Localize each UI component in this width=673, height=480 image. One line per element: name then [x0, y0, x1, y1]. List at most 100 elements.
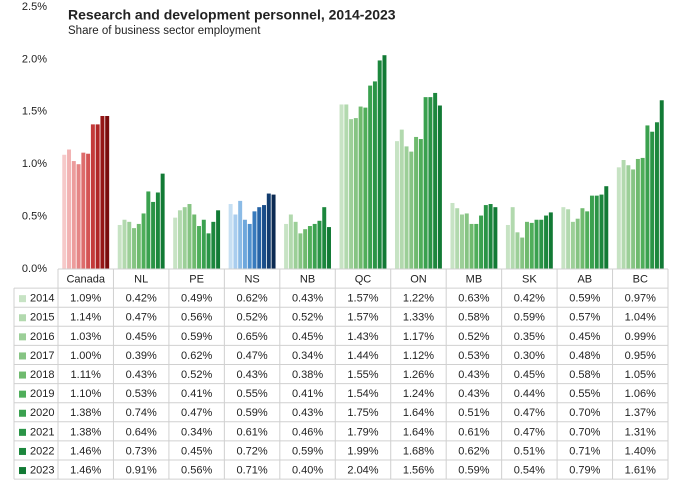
- table-cell: 1.03%: [70, 331, 101, 343]
- table-cell: 1.79%: [347, 426, 378, 438]
- y-tick-label: 0.5%: [22, 211, 47, 223]
- bar: [141, 213, 146, 269]
- bar: [303, 229, 308, 269]
- bar: [344, 104, 349, 270]
- table-cell: 0.59%: [569, 293, 600, 305]
- bar: [182, 207, 187, 269]
- table-cell: 0.51%: [458, 407, 489, 419]
- table-cell: 1.46%: [70, 445, 101, 457]
- table-cell: 0.57%: [569, 312, 600, 324]
- table-cell: 0.53%: [458, 350, 489, 362]
- table-cell: 1.64%: [403, 426, 434, 438]
- bar: [515, 232, 520, 269]
- bar: [621, 160, 626, 269]
- bar: [216, 210, 221, 269]
- bar: [233, 214, 238, 269]
- bar: [548, 212, 553, 269]
- table-cell: 0.52%: [236, 312, 267, 324]
- table-cell: 0.43%: [236, 369, 267, 381]
- bar: [493, 207, 498, 269]
- legend-label: 2016: [30, 331, 54, 343]
- legend-label: 2014: [30, 293, 54, 305]
- bar: [242, 219, 247, 269]
- bar: [616, 167, 621, 269]
- table-cell: 1.56%: [403, 464, 434, 476]
- table-cell: 0.34%: [292, 350, 323, 362]
- table-cell: 1.68%: [403, 445, 434, 457]
- bar: [377, 60, 382, 269]
- bar: [534, 219, 539, 269]
- table-cell: 0.58%: [569, 369, 600, 381]
- table-cell: 0.62%: [458, 445, 489, 457]
- bar: [483, 205, 488, 269]
- table-cell: 0.38%: [292, 369, 323, 381]
- bar: [136, 223, 141, 269]
- bar: [570, 221, 575, 269]
- table-cell: 0.47%: [181, 407, 212, 419]
- table-cell: 1.10%: [70, 388, 101, 400]
- table-cell: 1.12%: [403, 350, 434, 362]
- table-cell: 1.05%: [625, 369, 656, 381]
- table-cell: 0.30%: [514, 350, 545, 362]
- table-cell: 0.52%: [458, 331, 489, 343]
- table-cell: 0.64%: [126, 426, 157, 438]
- bar: [437, 105, 442, 270]
- x-tick-label: QC: [355, 273, 372, 285]
- bar: [86, 153, 91, 269]
- bar: [372, 81, 377, 270]
- bar: [252, 211, 257, 269]
- table-cell: 1.61%: [625, 464, 656, 476]
- bar: [544, 215, 549, 269]
- chart-title: Research and development personnel, 2014…: [68, 7, 396, 23]
- table-cell: 0.99%: [625, 331, 656, 343]
- table-cell: 0.45%: [569, 331, 600, 343]
- table-cell: 0.74%: [126, 407, 157, 419]
- table-cell: 0.70%: [569, 426, 600, 438]
- bar: [187, 204, 192, 269]
- bar: [469, 223, 474, 269]
- table-cell: 0.42%: [126, 293, 157, 305]
- x-tick-label: NB: [300, 273, 315, 285]
- bar: [192, 214, 197, 269]
- table-cell: 1.17%: [403, 331, 434, 343]
- table-cell: 0.71%: [569, 445, 600, 457]
- table-cell: 0.39%: [126, 350, 157, 362]
- bar: [132, 228, 137, 269]
- bar: [604, 186, 609, 269]
- chart-subtitle: Share of business sector employment: [68, 25, 261, 37]
- bar: [363, 107, 368, 269]
- table-cell: 0.95%: [625, 350, 656, 362]
- legend-swatch: [19, 333, 26, 341]
- y-tick-label: 2.5%: [22, 1, 47, 13]
- table-cell: 0.59%: [292, 445, 323, 457]
- bar: [312, 223, 317, 269]
- table-cell: 2.04%: [347, 464, 378, 476]
- legend-label: 2018: [30, 369, 54, 381]
- x-tick-label: AB: [577, 273, 592, 285]
- bar: [423, 97, 428, 270]
- table-cell: 1.43%: [347, 331, 378, 343]
- table-cell: 1.64%: [403, 407, 434, 419]
- table-cell: 1.40%: [625, 445, 656, 457]
- bar: [95, 124, 100, 269]
- table-cell: 0.47%: [514, 426, 545, 438]
- bar: [585, 211, 590, 269]
- bar: [589, 195, 594, 269]
- bar: [635, 158, 640, 269]
- bar: [271, 194, 276, 269]
- table-cell: 0.43%: [126, 369, 157, 381]
- bar: [460, 214, 464, 269]
- table-cell: 0.79%: [569, 464, 600, 476]
- table-cell: 0.34%: [181, 426, 212, 438]
- bar: [358, 106, 363, 269]
- bar: [81, 152, 86, 269]
- table-cell: 0.73%: [126, 445, 157, 457]
- table-cell: 1.57%: [347, 293, 378, 305]
- legend-swatch: [19, 352, 26, 360]
- table-cell: 0.61%: [458, 426, 489, 438]
- bar: [288, 214, 293, 269]
- bar: [160, 173, 165, 269]
- table-cell: 0.97%: [625, 293, 656, 305]
- bar: [284, 223, 289, 269]
- table-cell: 0.52%: [292, 312, 323, 324]
